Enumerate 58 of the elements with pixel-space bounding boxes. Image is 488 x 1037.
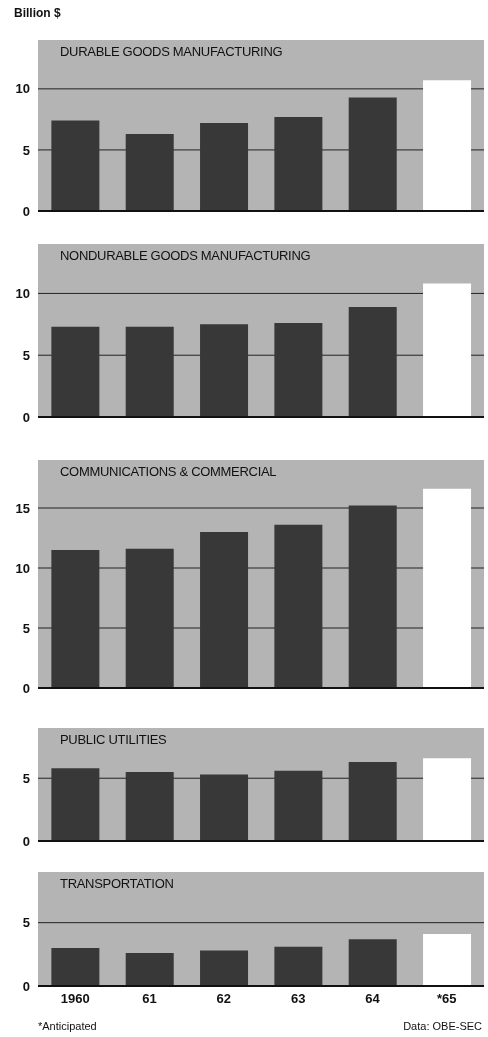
bar bbox=[51, 550, 100, 688]
chart-title: PUBLIC UTILITIES bbox=[60, 732, 167, 747]
bar bbox=[423, 934, 472, 986]
x-tick-label: 63 bbox=[290, 991, 306, 1007]
bar bbox=[274, 770, 323, 841]
bar bbox=[125, 326, 174, 417]
bar bbox=[125, 134, 174, 211]
bar bbox=[348, 761, 397, 841]
bar bbox=[348, 97, 397, 211]
bar bbox=[274, 524, 323, 688]
text: *Anticipated bbox=[38, 1020, 97, 1032]
y-tick-label: 10 bbox=[15, 81, 30, 97]
y-tick-label: 0 bbox=[22, 978, 30, 994]
bar bbox=[51, 948, 100, 986]
y-tick-label: 0 bbox=[22, 680, 30, 696]
chart-title: COMMUNICATIONS & COMMERCIAL bbox=[60, 464, 277, 479]
x-tick-label: 1960 bbox=[60, 991, 90, 1007]
y-tick-label: 5 bbox=[22, 915, 30, 931]
bar bbox=[348, 505, 397, 688]
bar bbox=[51, 120, 100, 211]
y-tick-label: 5 bbox=[22, 770, 30, 786]
y-tick-label: 0 bbox=[22, 833, 30, 849]
bar bbox=[274, 116, 323, 211]
y-tick-label: 10 bbox=[15, 560, 30, 576]
y-tick-label: 10 bbox=[15, 286, 30, 302]
bar bbox=[125, 771, 174, 841]
chart-title: TRANSPORTATION bbox=[60, 876, 174, 891]
x-tick-label: 61 bbox=[142, 991, 157, 1007]
x-tick-label: *65 bbox=[437, 991, 457, 1007]
bar bbox=[274, 323, 323, 417]
y-tick-label: 5 bbox=[22, 620, 30, 636]
chart-title: DURABLE GOODS MANUFACTURING bbox=[60, 44, 283, 59]
bar bbox=[423, 758, 472, 841]
x-tick-label: 62 bbox=[216, 991, 232, 1007]
bar bbox=[51, 768, 100, 841]
bar bbox=[125, 548, 174, 688]
y-tick-label: 0 bbox=[22, 203, 30, 219]
x-tick-label: 64 bbox=[365, 991, 381, 1007]
y-tick-label: 5 bbox=[22, 347, 30, 363]
y-tick-label: 5 bbox=[22, 142, 30, 158]
bar bbox=[348, 939, 397, 986]
y-tick-label: 15 bbox=[15, 500, 30, 516]
bar bbox=[423, 488, 472, 688]
bar bbox=[348, 307, 397, 417]
bar bbox=[200, 532, 249, 688]
bar bbox=[423, 283, 472, 417]
bar bbox=[274, 946, 323, 986]
bar bbox=[200, 950, 249, 986]
y-axis-title: Billion $ bbox=[14, 6, 61, 20]
bar bbox=[125, 953, 174, 986]
y-tick-label: 0 bbox=[22, 409, 30, 425]
bar bbox=[200, 324, 249, 417]
bar bbox=[200, 123, 249, 211]
bar bbox=[51, 326, 100, 417]
text: Data: OBE-SEC bbox=[403, 1020, 482, 1032]
bar bbox=[200, 774, 249, 841]
bar bbox=[423, 80, 472, 211]
chart-title: NONDURABLE GOODS MANUFACTURING bbox=[60, 248, 311, 263]
